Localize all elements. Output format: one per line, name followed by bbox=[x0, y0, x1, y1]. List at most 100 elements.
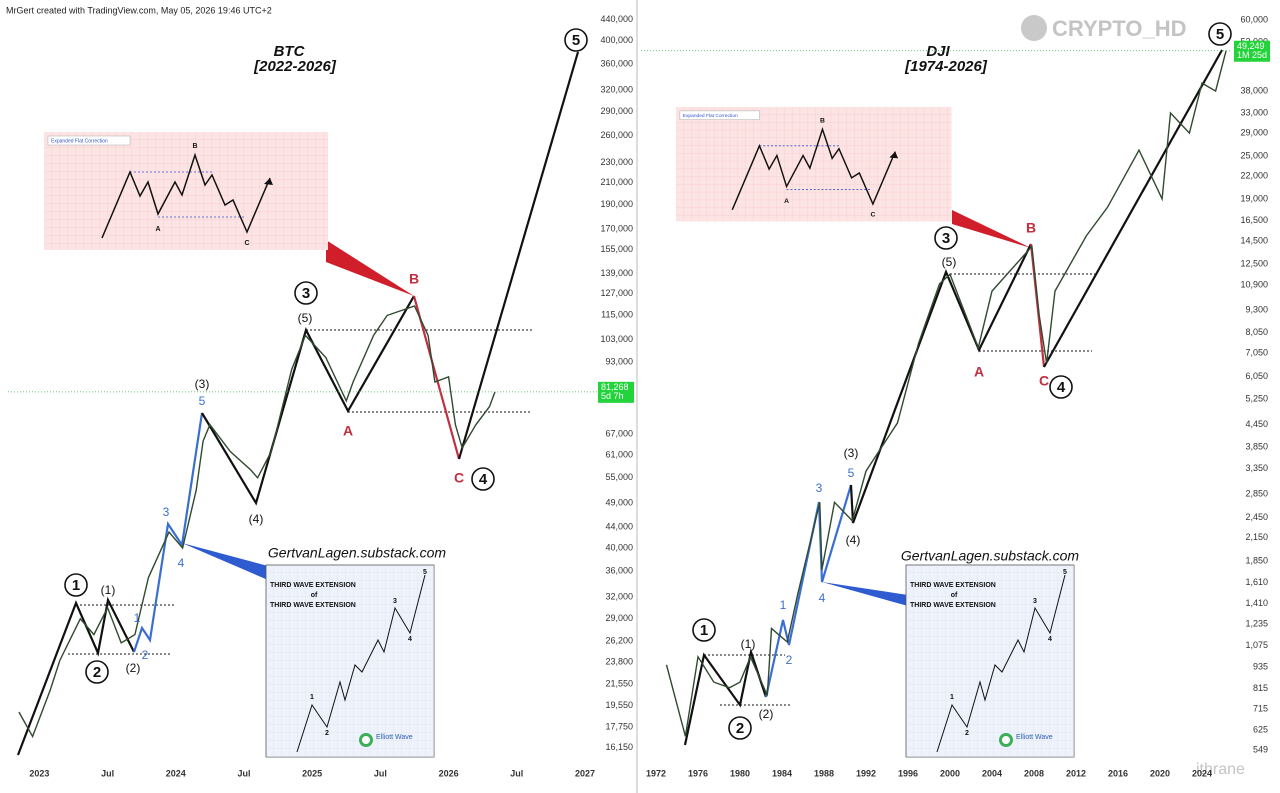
x-tick-label: 1996 bbox=[898, 768, 918, 778]
price-line bbox=[18, 305, 496, 739]
wave-circle bbox=[64, 573, 88, 597]
y-tick-label: 36,000 bbox=[605, 566, 633, 576]
y-tick-label: 9,300 bbox=[1245, 304, 1268, 314]
x-tick-label: 2027 bbox=[575, 768, 595, 778]
wave-label: 3 bbox=[816, 481, 823, 495]
price-line bbox=[665, 50, 1227, 737]
last-price-box bbox=[1234, 40, 1270, 62]
wave-label: 4 bbox=[178, 556, 185, 570]
x-tick-label: 2012 bbox=[1066, 768, 1086, 778]
x-tick-label: 1988 bbox=[814, 768, 834, 778]
y-tick-label: 93,000 bbox=[605, 357, 633, 367]
y-tick-label: 7,050 bbox=[1245, 347, 1268, 357]
wave-label: B bbox=[409, 271, 419, 287]
inset-label: C bbox=[244, 240, 249, 247]
wave-circle bbox=[728, 716, 752, 740]
x-tick-label: 1976 bbox=[688, 768, 708, 778]
flat-inset: Expanded Flat Correction A B C bbox=[43, 131, 329, 251]
inset-logo: Elliott Wave bbox=[376, 734, 413, 741]
inset-label: 1 bbox=[950, 694, 954, 701]
inset-label: B bbox=[820, 117, 825, 124]
inset-label: 4 bbox=[408, 636, 412, 643]
wave-label: (2) bbox=[126, 661, 141, 675]
chart-title: BTC bbox=[274, 43, 306, 60]
watermark-icon bbox=[1021, 15, 1047, 41]
x-tick-label: 2023 bbox=[29, 768, 49, 778]
y-tick-label: 6,050 bbox=[1245, 371, 1268, 381]
flat-inset: Expanded Flat Correction A B C bbox=[675, 106, 953, 223]
wave-label: A bbox=[974, 364, 984, 380]
y-tick-label: 60,000 bbox=[1240, 14, 1268, 24]
watermark: CRYPTO_HD bbox=[1052, 16, 1186, 41]
x-tick-label: 1984 bbox=[772, 768, 792, 778]
y-tick-label: 10,900 bbox=[1240, 280, 1268, 290]
wave-label: 5 bbox=[199, 394, 206, 408]
source: GertvanLagen.substack.com bbox=[268, 545, 447, 561]
y-tick-label: 38,000 bbox=[1240, 85, 1268, 95]
wave-label: 1 bbox=[72, 577, 80, 594]
wave-label: (1) bbox=[101, 583, 116, 597]
wave-label: 3 bbox=[163, 505, 170, 519]
wave-circle bbox=[564, 28, 588, 52]
x-tick-label: 2008 bbox=[1024, 768, 1044, 778]
chart-subtitle: [2022-2026] bbox=[253, 58, 337, 75]
y-tick-label: 23,800 bbox=[605, 657, 633, 667]
inset-logo: Elliott Wave bbox=[1016, 734, 1053, 741]
x-tick-label: 1980 bbox=[730, 768, 750, 778]
y-tick-label: 1,235 bbox=[1245, 618, 1268, 628]
wave-label: C bbox=[1039, 373, 1049, 389]
y-tick-label: 170,000 bbox=[600, 224, 633, 234]
y-tick-label: 2,450 bbox=[1245, 512, 1268, 522]
watermark: ithrane bbox=[1196, 761, 1245, 778]
y-tick-label: 33,000 bbox=[1240, 107, 1268, 117]
x-tick-label: 1992 bbox=[856, 768, 876, 778]
inset-label: B bbox=[192, 143, 197, 150]
y-tick-label: 210,000 bbox=[600, 177, 633, 187]
y-tick-label: 400,000 bbox=[600, 35, 633, 45]
wave-label: 2 bbox=[786, 653, 793, 667]
y-tick-label: 3,350 bbox=[1245, 463, 1268, 473]
y-tick-label: 29,000 bbox=[605, 613, 633, 623]
y-tick-label: 8,050 bbox=[1245, 327, 1268, 337]
inset-label: 5 bbox=[1063, 569, 1067, 576]
y-tick-label: 3,850 bbox=[1245, 442, 1268, 452]
wave-label: 3 bbox=[942, 230, 950, 247]
y-tick-label: 17,750 bbox=[605, 721, 633, 731]
wave-label: C bbox=[454, 470, 464, 486]
inset-title: THIRD WAVE EXTENSION bbox=[910, 582, 996, 589]
countdown: 1M 25d bbox=[1237, 50, 1267, 60]
x-tick-label: 2020 bbox=[1150, 768, 1170, 778]
inset-label: C bbox=[870, 211, 875, 218]
third-inset: THIRD WAVE EXTENSION of THIRD WAVE EXTEN… bbox=[905, 564, 1075, 758]
y-tick-label: 440,000 bbox=[600, 14, 633, 24]
inset-label: 1 bbox=[310, 694, 314, 701]
y-tick-label: 40,000 bbox=[605, 542, 633, 552]
y-tick-label: 360,000 bbox=[600, 58, 633, 68]
x-tick-label: 2024 bbox=[1192, 768, 1212, 778]
inset-title: Expanded Flat Correction bbox=[683, 113, 738, 119]
y-tick-label: 815 bbox=[1253, 683, 1268, 693]
wave-circle bbox=[471, 467, 495, 491]
y-tick-label: 190,000 bbox=[600, 199, 633, 209]
inset-title: Expanded Flat Correction bbox=[51, 138, 108, 144]
y-tick-label: 21,550 bbox=[605, 679, 633, 689]
y-tick-label: 55,000 bbox=[605, 472, 633, 482]
inset-label: 4 bbox=[1048, 636, 1052, 643]
y-tick-label: 2,850 bbox=[1245, 488, 1268, 498]
x-tick-label: 2026 bbox=[439, 768, 459, 778]
inset-title: THIRD WAVE EXTENSION bbox=[910, 602, 996, 609]
wave-circle bbox=[934, 226, 958, 250]
y-tick-label: 26,200 bbox=[605, 636, 633, 646]
inset-label: 3 bbox=[393, 598, 397, 605]
y-tick-label: 16,500 bbox=[1240, 215, 1268, 225]
y-tick-label: 549 bbox=[1253, 744, 1268, 754]
wave-label: 2 bbox=[736, 720, 744, 737]
y-tick-label: 14,500 bbox=[1240, 235, 1268, 245]
y-tick-label: 61,000 bbox=[605, 449, 633, 459]
y-tick-label: 290,000 bbox=[600, 106, 633, 116]
inset-label: 3 bbox=[1033, 598, 1037, 605]
y-tick-label: 103,000 bbox=[600, 334, 633, 344]
x-tick-label: Jul bbox=[510, 768, 523, 778]
